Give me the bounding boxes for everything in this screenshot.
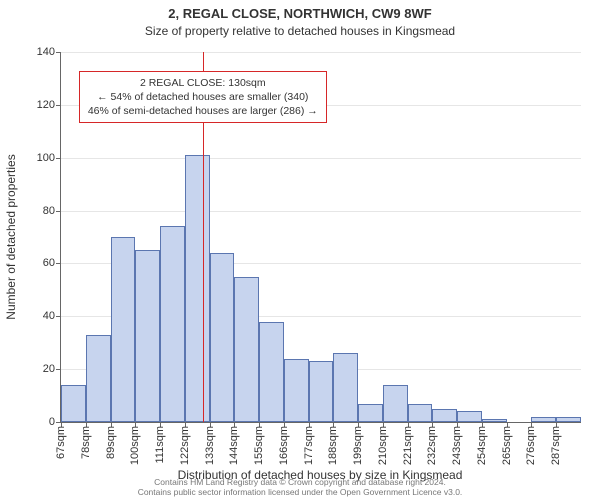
histogram-bar (284, 359, 309, 422)
y-tick-mark (56, 263, 61, 264)
x-tick-label: 89sqm (105, 422, 117, 459)
x-tick-label: 254sqm (476, 422, 488, 465)
annotation-line: 46% of semi-detached houses are larger (… (88, 104, 318, 118)
y-tick-label: 40 (43, 310, 55, 322)
histogram-bar (185, 155, 210, 422)
y-tick-label: 80 (43, 205, 55, 217)
histogram-bar (309, 361, 334, 422)
histogram-bar (61, 385, 86, 422)
y-tick-mark (56, 158, 61, 159)
histogram-bar (333, 353, 358, 422)
chart-title: 2, REGAL CLOSE, NORTHWICH, CW9 8WF (0, 6, 600, 21)
gridline (61, 211, 581, 212)
annotation-box: 2 REGAL CLOSE: 130sqm← 54% of detached h… (79, 71, 327, 124)
x-tick-label: 232sqm (426, 422, 438, 465)
histogram-bar (210, 253, 235, 422)
histogram-bar (160, 226, 185, 422)
histogram-bar (383, 385, 408, 422)
y-tick-label: 20 (43, 363, 55, 375)
y-tick-label: 60 (43, 257, 55, 269)
histogram-bar (457, 411, 482, 422)
histogram-bar (234, 277, 259, 422)
footer-attribution: Contains HM Land Registry data © Crown c… (0, 478, 600, 498)
y-tick-label: 100 (37, 152, 55, 164)
x-tick-label: 155sqm (253, 422, 265, 465)
y-tick-mark (56, 52, 61, 53)
x-tick-label: 144sqm (228, 422, 240, 465)
x-tick-label: 111sqm (154, 422, 166, 464)
plot-area: 02040608010012014067sqm78sqm89sqm100sqm1… (60, 52, 581, 423)
x-tick-label: 276sqm (525, 422, 537, 465)
x-tick-label: 210sqm (377, 422, 389, 465)
y-tick-mark (56, 105, 61, 106)
x-tick-label: 67sqm (55, 422, 67, 459)
histogram-bar (111, 237, 136, 422)
x-tick-label: 78sqm (80, 422, 92, 459)
y-tick-mark (56, 211, 61, 212)
figure: 2, REGAL CLOSE, NORTHWICH, CW9 8WF Size … (0, 0, 600, 500)
x-tick-label: 100sqm (129, 422, 141, 465)
x-tick-label: 166sqm (278, 422, 290, 465)
x-tick-label: 188sqm (327, 422, 339, 465)
chart-subtitle: Size of property relative to detached ho… (0, 24, 600, 38)
x-tick-label: 221sqm (402, 422, 414, 465)
y-tick-mark (56, 369, 61, 370)
histogram-bar (408, 404, 433, 423)
x-tick-label: 287sqm (550, 422, 562, 465)
annotation-line: 2 REGAL CLOSE: 130sqm (88, 76, 318, 90)
y-axis-label: Number of detached properties (4, 52, 18, 422)
x-tick-label: 133sqm (204, 422, 216, 465)
y-tick-mark (56, 316, 61, 317)
footer-line-2: Contains public sector information licen… (0, 488, 600, 498)
x-tick-label: 199sqm (352, 422, 364, 465)
histogram-bar (358, 404, 383, 423)
histogram-bar (432, 409, 457, 422)
x-tick-label: 243sqm (451, 422, 463, 465)
gridline (61, 158, 581, 159)
y-tick-label: 120 (37, 99, 55, 111)
histogram-bar (86, 335, 111, 422)
y-tick-label: 140 (37, 46, 55, 58)
x-tick-label: 265sqm (501, 422, 513, 465)
gridline (61, 52, 581, 53)
x-tick-label: 122sqm (179, 422, 191, 465)
x-tick-label: 177sqm (303, 422, 315, 465)
histogram-bar (135, 250, 160, 422)
annotation-line: ← 54% of detached houses are smaller (34… (88, 90, 318, 104)
histogram-bar (259, 322, 284, 422)
